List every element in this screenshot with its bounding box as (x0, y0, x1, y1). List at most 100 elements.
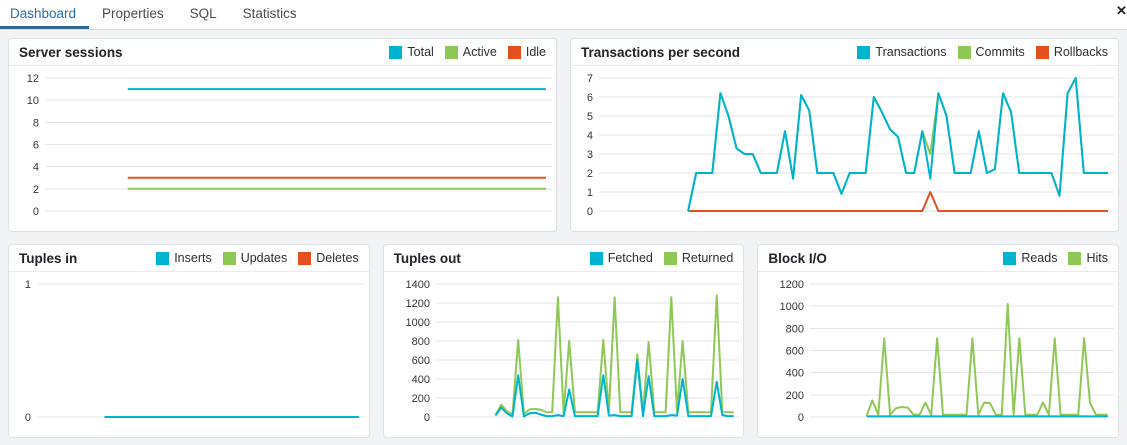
legend-item-rollbacks: Rollbacks (1035, 45, 1108, 59)
legend-swatch (1068, 251, 1082, 265)
line-chart: 0 2 4 6 8 10 12 (27, 73, 552, 218)
svg-text:1200: 1200 (405, 298, 429, 310)
svg-text:8: 8 (33, 117, 39, 129)
svg-text:4: 4 (587, 130, 593, 142)
panel-server-sessions: Server sessions Total Active Idle 0 2 4 6 8 1… (8, 38, 557, 232)
legend-item-updates: Updates (222, 251, 288, 265)
tab-dashboard[interactable]: Dashboard (0, 0, 90, 29)
legend-label: Deletes (316, 251, 359, 265)
svg-text:1: 1 (587, 187, 593, 199)
legend-swatch (589, 251, 603, 265)
legend-item-idle: Idle (507, 45, 546, 59)
legend-label: Commits (975, 45, 1025, 59)
legend-label: Hits (1086, 251, 1108, 265)
legend-item-returned: Returned (663, 251, 734, 265)
tuples-out-chart: 0 200 400 600 800 1000 1200 1400 (384, 272, 744, 437)
svg-text:10: 10 (27, 95, 39, 107)
svg-text:0: 0 (25, 412, 31, 424)
svg-text:1400: 1400 (405, 279, 429, 291)
svg-text:400: 400 (786, 368, 804, 380)
svg-text:6: 6 (33, 140, 39, 152)
svg-text:400: 400 (411, 374, 429, 386)
legend-swatch (389, 45, 403, 59)
tab-sql[interactable]: SQL (189, 5, 217, 21)
legend: Transactions Commits Rollbacks (846, 45, 1108, 59)
legend: Fetched Returned (579, 251, 734, 265)
legend-label: Active (462, 45, 497, 59)
legend-swatch (857, 45, 871, 59)
svg-text:800: 800 (411, 336, 429, 348)
svg-text:4: 4 (33, 162, 39, 174)
legend-item-reads: Reads (1003, 251, 1057, 265)
legend-label: Fetched (607, 251, 653, 265)
svg-text:1000: 1000 (780, 301, 804, 313)
svg-text:0: 0 (798, 412, 804, 424)
svg-text:0: 0 (33, 206, 39, 218)
legend-swatch (156, 251, 170, 265)
legend-item-commits: Commits (957, 45, 1025, 59)
svg-text:12: 12 (27, 73, 39, 85)
panel-header: Tuples in Inserts Updates Deletes (9, 245, 369, 272)
panel-transactions-per-second: Transactions per second Transactions Com… (570, 38, 1119, 232)
legend-swatch (222, 251, 236, 265)
line-chart: 0 1 2 3 4 5 6 7 (587, 73, 1114, 218)
tab-properties[interactable]: Properties (102, 5, 164, 21)
legend: Reads Hits (992, 251, 1108, 265)
legend-label: Idle (525, 45, 546, 59)
panel-header: Server sessions Total Active Idle (9, 39, 556, 66)
panel-header: Transactions per second Transactions Com… (571, 39, 1118, 66)
legend-item-total: Total (389, 45, 434, 59)
legend-item-transactions: Transactions (857, 45, 947, 59)
svg-text:600: 600 (411, 355, 429, 367)
legend-item-fetched: Fetched (589, 251, 653, 265)
panel-title: Tuples out (393, 250, 461, 266)
svg-text:200: 200 (786, 390, 804, 402)
line-chart: 0 200 400 600 800 1000 1200 (780, 279, 1114, 424)
legend-swatch (298, 251, 312, 265)
panel-block-io: Block I/O Reads Hits 0 200 400 600 800 1000 12… (757, 244, 1119, 438)
panel-tuples-out: Tuples out Fetched Returned 0 200 400 600 80… (382, 244, 745, 438)
legend-swatch (1003, 251, 1017, 265)
legend-item-deletes: Deletes (298, 251, 359, 265)
legend-label: Inserts (174, 251, 212, 265)
svg-text:5: 5 (587, 111, 593, 123)
legend-label: Total (407, 45, 434, 59)
legend-swatch (1035, 45, 1049, 59)
svg-text:1200: 1200 (780, 279, 804, 291)
legend-swatch (444, 45, 458, 59)
legend-label: Updates (240, 251, 288, 265)
tab-bar: Dashboard Properties SQL Statistics (0, 0, 1127, 30)
svg-text:1000: 1000 (405, 317, 429, 329)
legend-swatch (957, 45, 971, 59)
line-chart: 01 (25, 279, 365, 424)
svg-text:6: 6 (587, 92, 593, 104)
svg-text:1: 1 (25, 279, 31, 291)
svg-text:0: 0 (424, 412, 430, 424)
legend-swatch (663, 251, 677, 265)
svg-text:800: 800 (786, 323, 804, 335)
legend: Inserts Updates Deletes (145, 251, 359, 265)
legend-label: Rollbacks (1053, 45, 1108, 59)
panel-header: Tuples out Fetched Returned (383, 245, 744, 272)
server-sessions-chart: 0 2 4 6 8 10 12 (9, 66, 556, 231)
svg-text:2: 2 (587, 168, 593, 180)
svg-text:200: 200 (411, 393, 429, 405)
svg-text:600: 600 (786, 346, 804, 358)
block-io-chart: 0 200 400 600 800 1000 1200 (758, 272, 1118, 437)
legend-swatch (507, 45, 521, 59)
panel-title: Block I/O (768, 250, 827, 266)
tab-statistics[interactable]: Statistics (242, 5, 297, 21)
legend-item-active: Active (444, 45, 497, 59)
legend-label: Reads (1021, 251, 1058, 265)
panel-title: Tuples in (19, 250, 78, 266)
close-icon[interactable] (1116, 3, 1127, 19)
svg-text:0: 0 (587, 206, 593, 218)
legend-item-inserts: Inserts (156, 251, 212, 265)
transactions-chart: 0 1 2 3 4 5 6 7 (571, 66, 1118, 231)
legend-label: Returned (681, 251, 734, 265)
svg-text:7: 7 (587, 73, 593, 85)
panel-title: Server sessions (19, 44, 123, 60)
panel-title: Transactions per second (581, 44, 741, 60)
